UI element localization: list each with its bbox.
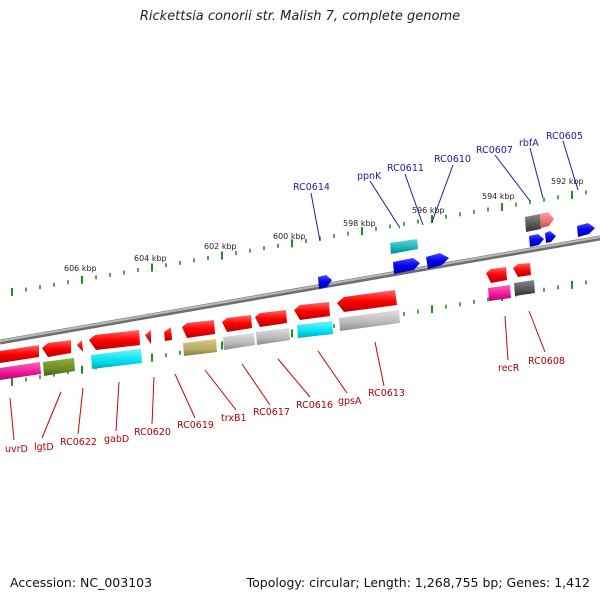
bottom-gene-labels: uvrD lgtD RC0622 gabD RC0620 RC0619 trxB…: [5, 356, 565, 455]
gene-arrow: [91, 349, 142, 369]
gene-label: RC0620: [134, 427, 171, 438]
gene-arrow: [256, 328, 290, 345]
gene-arrow: [89, 330, 140, 350]
scale-label: 600 kbp: [273, 232, 306, 241]
top-gene-labels: RC0614 ppnK RC0611 RC0610 RC0607 rbfA RC…: [293, 131, 583, 193]
gene-label: RC0613: [368, 388, 405, 399]
gene-label: RC0616: [296, 400, 333, 411]
gene-arrow: [223, 333, 255, 350]
gene-label: RC0611: [387, 163, 424, 174]
gene-label: trxB1: [221, 413, 247, 424]
gene-arrow: [545, 231, 556, 243]
gene-arrow: [255, 310, 287, 327]
gene-arrow: [393, 258, 420, 274]
top-callout-lines: [310, 140, 579, 242]
gene-arrow: [540, 212, 554, 228]
gene-label: RC0622: [60, 437, 97, 448]
gene-arrow: [577, 223, 595, 237]
gene-label: lgtD: [34, 442, 54, 453]
gene-arrow: [513, 263, 531, 277]
gene-arrow: [339, 310, 400, 331]
forward-genes: [318, 212, 595, 289]
gene-arrow: [529, 234, 544, 247]
gene-arrow: [337, 290, 397, 312]
gene-arrow: [318, 275, 332, 289]
scale-label: 602 kbp: [204, 242, 237, 251]
gene-arrow: [486, 267, 507, 283]
gene-arrow: [182, 320, 215, 338]
backbone: [0, 235, 600, 345]
gene-arrow: [525, 214, 541, 232]
gene-label: uvrD: [5, 444, 28, 455]
gene-arrow: [164, 327, 172, 341]
scale-label: 606 kbp: [64, 264, 97, 273]
gene-label: gpsA: [338, 396, 362, 407]
scale-label: 592 kbp: [551, 177, 584, 186]
gene-arrow: [42, 340, 71, 357]
gene-arrow: [183, 339, 217, 356]
gene-label: RC0605: [546, 131, 583, 142]
gene-arrow: [77, 340, 83, 352]
gene-arrow: [222, 315, 252, 332]
gene-label: rbfA: [519, 138, 539, 149]
scale-label: 594 kbp: [482, 192, 515, 201]
gene-arrow: [297, 321, 333, 338]
gene-label: gabD: [104, 434, 129, 445]
gene-label: ppnK: [357, 171, 382, 182]
gene-arrow: [294, 302, 330, 320]
scale-labels: 606 kbp 604 kbp 602 kbp 600 kbp 598 kbp …: [64, 177, 584, 273]
map-title: Rickettsia conorii str. Malish 7, comple…: [139, 9, 461, 24]
gene-arrow: [514, 280, 535, 296]
scale-label: 604 kbp: [134, 254, 167, 263]
accession-text: Accession: NC_003103: [10, 575, 153, 590]
gene-arrow: [145, 330, 151, 344]
scale-label: 596 kbp: [412, 206, 445, 215]
reverse-genes: [0, 263, 535, 380]
gene-arrow: [426, 253, 449, 269]
gene-label: RC0619: [177, 420, 214, 431]
gene-label: RC0610: [434, 154, 471, 165]
gene-label: RC0614: [293, 182, 330, 193]
bottom-callout-lines: [9, 310, 546, 441]
gene-arrow: [488, 285, 511, 301]
gene-label: RC0608: [528, 356, 565, 367]
gene-arrow: [0, 345, 39, 363]
scale-label: 598 kbp: [343, 219, 376, 228]
genome-summary-text: Topology: circular; Length: 1,268,755 bp…: [246, 575, 590, 590]
outer-tick-track: [11, 190, 587, 296]
gene-arrow: [43, 358, 75, 376]
gene-arrow: [390, 239, 418, 254]
gene-arrow: [0, 362, 41, 380]
gene-label: RC0617: [253, 407, 290, 418]
gene-label: RC0607: [476, 145, 513, 156]
gene-label: recR: [498, 363, 520, 374]
